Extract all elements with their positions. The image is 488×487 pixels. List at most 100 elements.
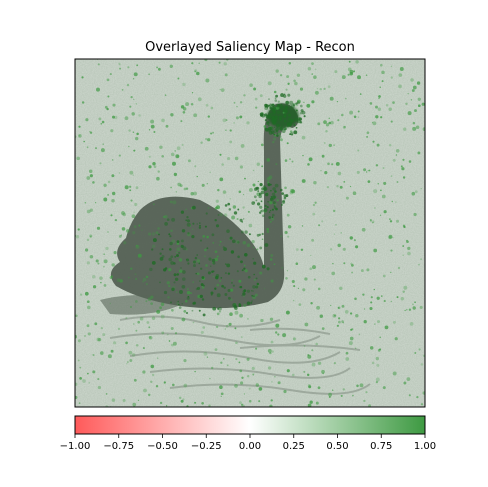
saliency-speckle	[106, 78, 110, 82]
saliency-speckle	[353, 239, 356, 242]
saliency-speckle	[226, 229, 230, 233]
saliency-speckle	[183, 310, 187, 313]
saliency-speckle	[152, 373, 155, 377]
saliency-speckle	[134, 202, 138, 207]
saliency-speckle	[337, 171, 342, 176]
saliency-speckle	[321, 154, 325, 158]
saliency-speckle	[180, 267, 182, 269]
saliency-speckle	[285, 194, 289, 198]
saliency-speckle	[293, 79, 296, 83]
saliency-speckle	[119, 64, 121, 66]
saliency-speckle	[207, 207, 210, 209]
saliency-speckle	[328, 392, 332, 397]
saliency-speckle	[150, 380, 153, 384]
saliency-speckle	[183, 359, 187, 363]
saliency-speckle	[337, 307, 340, 309]
saliency-speckle	[390, 76, 393, 79]
saliency-speckle	[292, 373, 295, 377]
saliency-speckle	[250, 301, 253, 304]
saliency-speckle	[221, 284, 224, 288]
saliency-speckle	[342, 247, 346, 251]
saliency-speckle	[194, 165, 197, 168]
saliency-speckle	[388, 234, 393, 239]
saliency-speckle	[169, 301, 173, 304]
saliency-speckle	[287, 113, 292, 117]
saliency-speckle	[279, 74, 283, 77]
saliency-speckle	[202, 235, 206, 238]
saliency-speckle	[168, 284, 171, 288]
saliency-speckle	[382, 386, 386, 390]
saliency-speckle	[114, 115, 118, 120]
saliency-speckle	[136, 64, 139, 67]
saliency-speckle	[409, 322, 414, 326]
saliency-speckle	[77, 339, 81, 343]
saliency-speckle	[138, 224, 141, 227]
saliency-speckle	[148, 165, 152, 169]
saliency-speckle	[220, 392, 224, 396]
saliency-speckle	[191, 234, 195, 239]
saliency-speckle	[176, 251, 178, 254]
saliency-speckle	[306, 373, 310, 377]
saliency-speckle	[193, 191, 198, 196]
saliency-speckle	[132, 323, 135, 325]
swan-silhouette	[100, 103, 299, 315]
saliency-speckle	[390, 271, 392, 274]
saliency-speckle	[168, 267, 172, 272]
saliency-speckle	[374, 323, 376, 325]
saliency-speckle	[205, 264, 208, 267]
saliency-speckle	[408, 308, 412, 311]
saliency-speckle	[125, 316, 128, 320]
saliency-speckle	[270, 279, 274, 283]
saliency-speckle	[363, 399, 366, 403]
saliency-speckle	[127, 66, 130, 69]
saliency-speckle	[229, 236, 233, 240]
saliency-speckle	[170, 255, 174, 259]
saliency-speckle	[186, 222, 191, 227]
saliency-speckle	[362, 293, 365, 296]
saliency-speckle	[137, 320, 141, 324]
saliency-speckle	[295, 109, 298, 112]
saliency-speckle	[145, 283, 148, 286]
saliency-speckle	[277, 381, 281, 385]
saliency-speckle	[283, 389, 287, 394]
saliency-speckle	[265, 121, 270, 126]
saliency-speckle	[261, 209, 264, 213]
saliency-speckle	[151, 261, 156, 265]
saliency-speckle	[204, 137, 208, 141]
saliency-speckle	[403, 285, 408, 290]
saliency-speckle	[169, 248, 172, 251]
saliency-speckle	[269, 106, 273, 110]
saliency-speckle	[281, 266, 284, 269]
saliency-speckle	[253, 295, 255, 297]
saliency-speckle	[412, 303, 414, 305]
saliency-speckle	[267, 81, 272, 86]
saliency-speckle	[252, 295, 256, 300]
saliency-speckle	[273, 133, 276, 136]
saliency-speckle	[225, 119, 228, 121]
saliency-speckle	[86, 176, 91, 180]
saliency-speckle	[147, 393, 151, 397]
saliency-speckle	[246, 357, 250, 361]
saliency-speckle	[414, 352, 417, 354]
saliency-speckle	[107, 95, 110, 98]
saliency-speckle	[166, 281, 170, 285]
saliency-speckle	[307, 354, 312, 359]
saliency-speckle	[225, 324, 229, 328]
saliency-speckle	[333, 233, 336, 235]
saliency-speckle	[187, 159, 191, 163]
saliency-speckle	[157, 170, 160, 173]
saliency-speckle	[258, 400, 261, 403]
saliency-speckle	[383, 299, 386, 303]
saliency-speckle	[285, 105, 288, 108]
saliency-speckle	[342, 388, 345, 391]
saliency-speckle	[229, 129, 232, 132]
saliency-speckle	[332, 389, 334, 391]
saliency-speckle	[236, 218, 239, 220]
saliency-speckle	[408, 394, 411, 397]
saliency-speckle	[109, 73, 112, 76]
saliency-speckle	[130, 95, 133, 99]
saliency-speckle	[179, 269, 183, 273]
saliency-speckle	[261, 264, 266, 269]
saliency-speckle	[408, 160, 412, 163]
saliency-speckle	[89, 130, 91, 133]
